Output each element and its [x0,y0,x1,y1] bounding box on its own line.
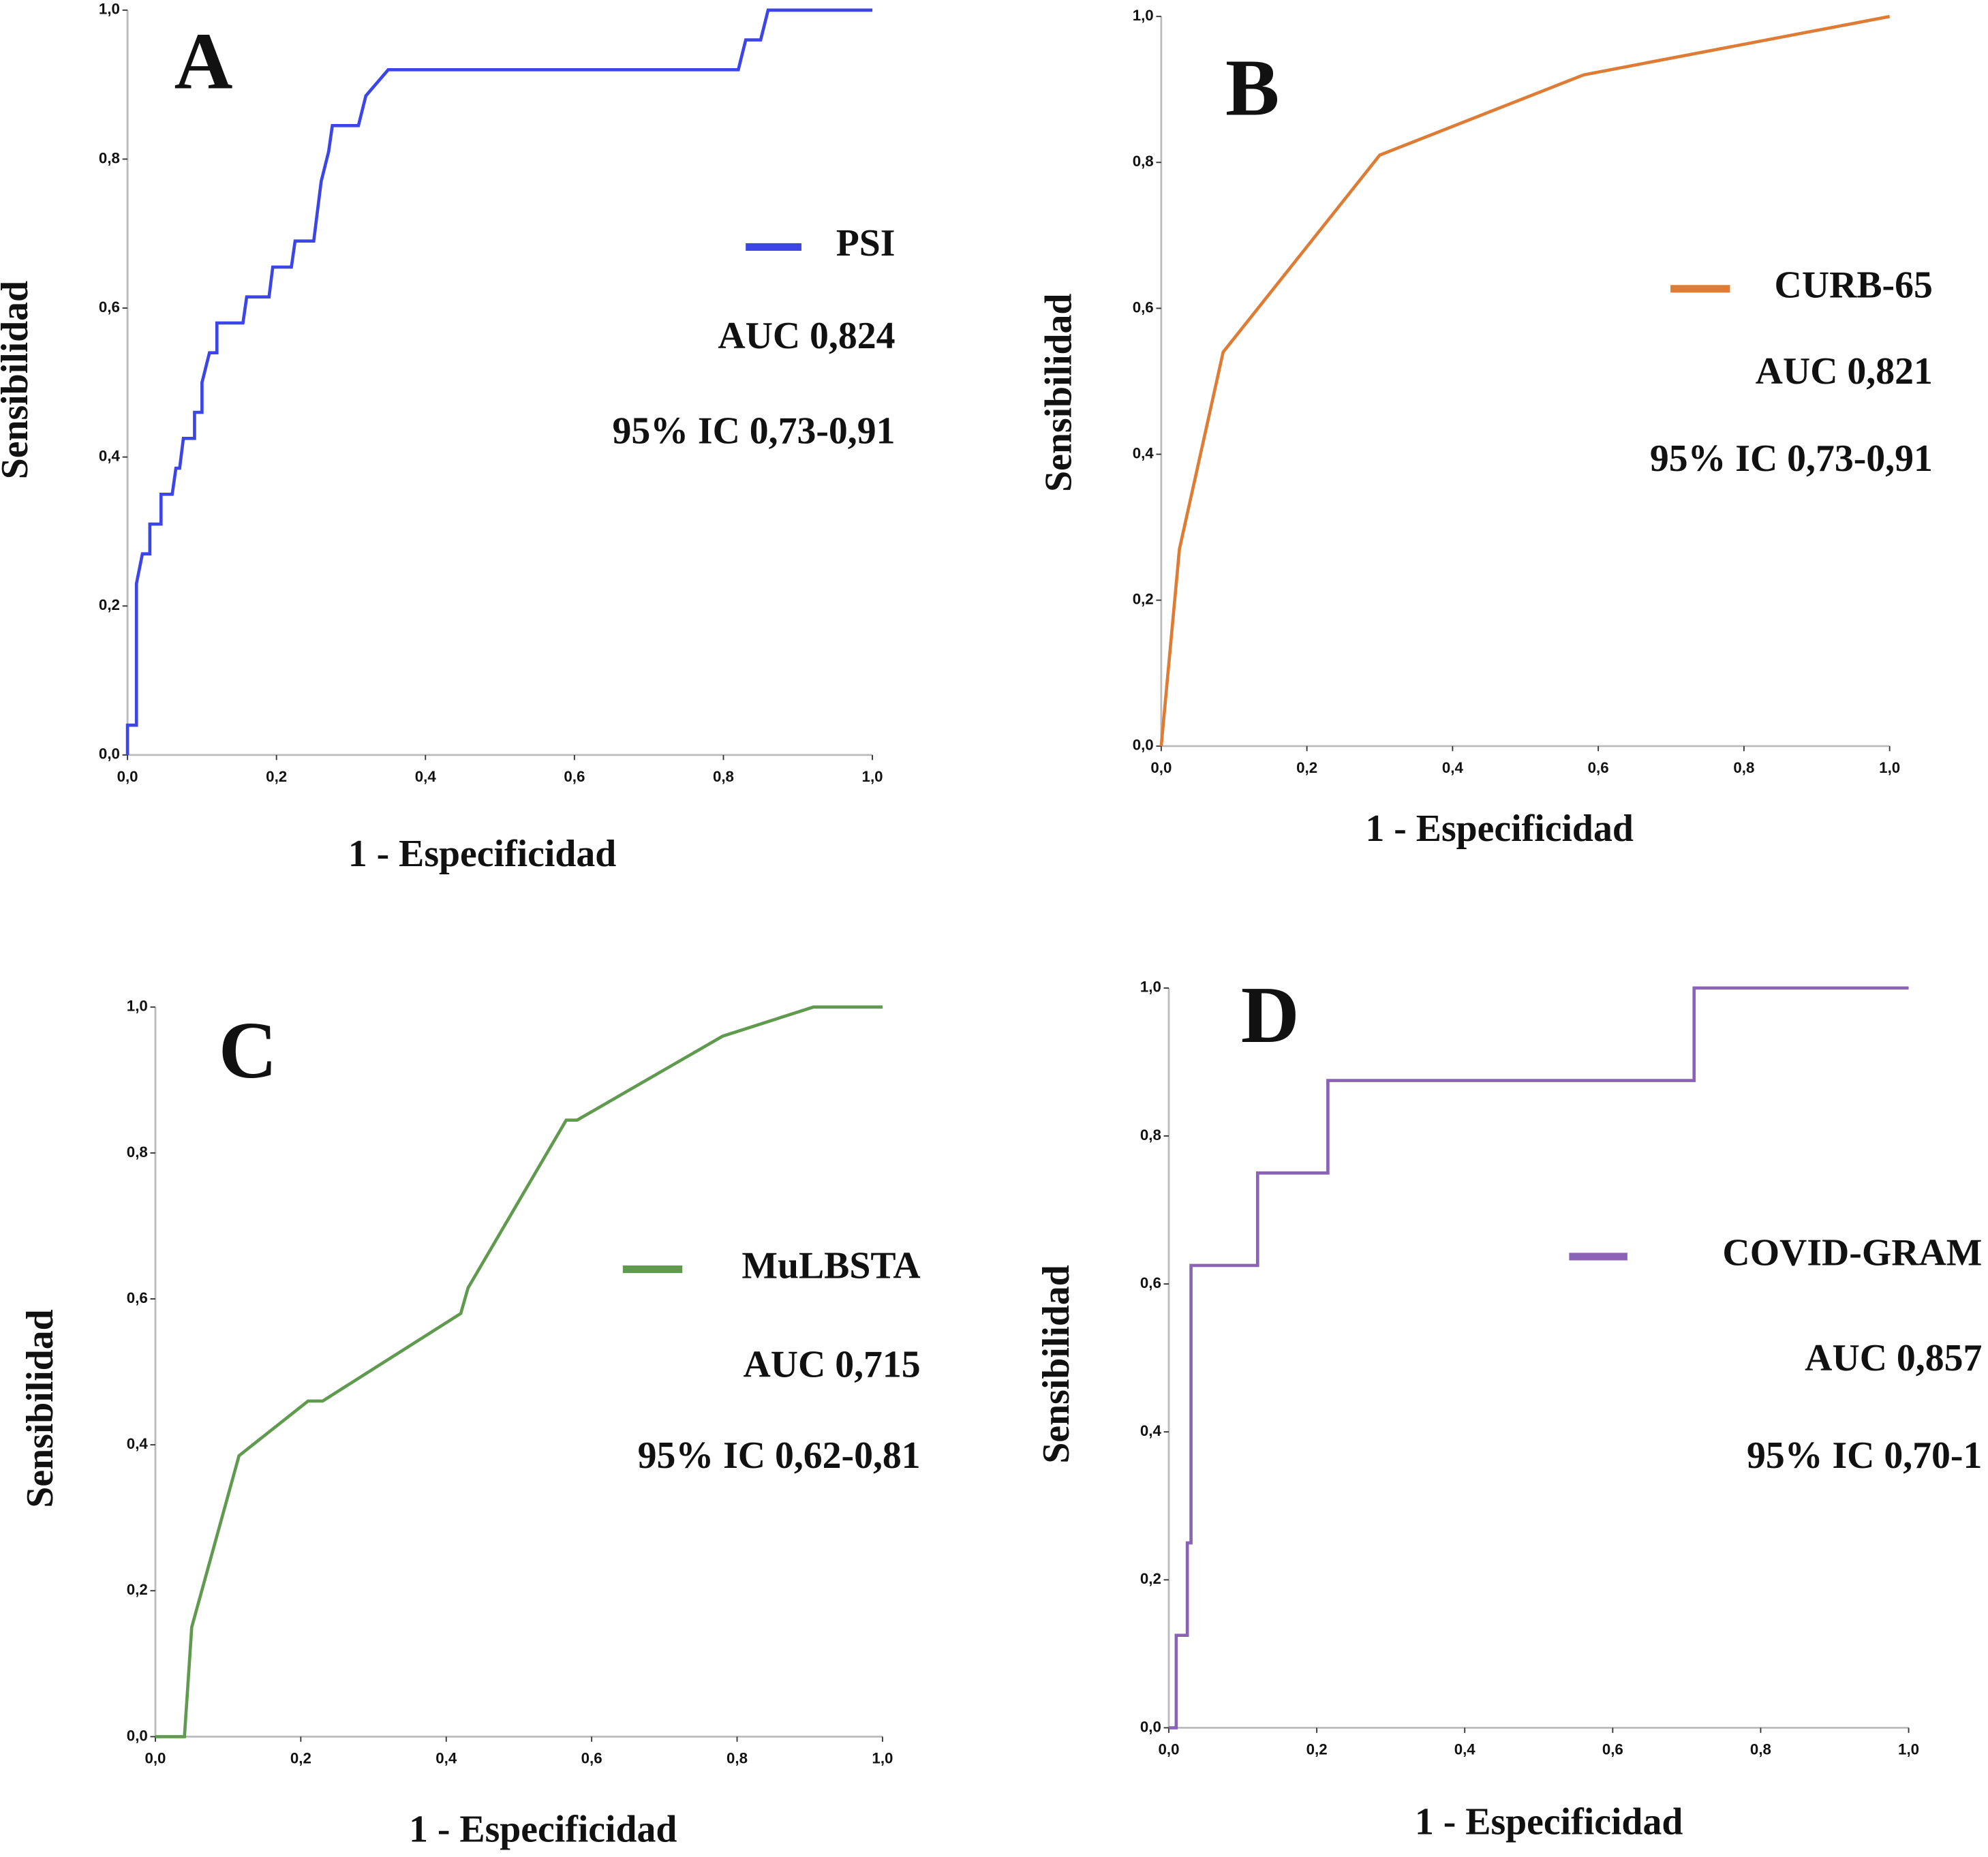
x-axis-title: 1 - Especificidad [1365,808,1633,850]
x-axis-title: 1 - Especificidad [1415,1800,1683,1843]
legend-label: COVID-GRAM [1722,1232,1982,1274]
panel-label: A [174,16,233,106]
annotation: 95% IC 0,73-0,91 [1650,438,1933,480]
x-tick-label: 1,0 [1898,1741,1919,1758]
y-tick-label: 0,8 [99,149,120,166]
y-tick-label: 0,6 [1133,298,1154,316]
annotation: AUC 0,857 [1805,1337,1982,1379]
y-tick-label: 0,2 [1133,591,1154,608]
x-axis-title: 1 - Especificidad [348,833,616,875]
y-tick-label: 0,0 [1133,737,1154,754]
y-tick-label: 0,0 [127,1727,148,1744]
x-tick-label: 0,4 [435,1750,457,1767]
y-tick-label: 1,0 [1140,979,1161,996]
x-tick-label: 0,8 [713,768,734,785]
annotation: 95% IC 0,73-0,91 [612,410,895,452]
y-axis-title: Sensibilidad [19,1309,61,1507]
annotation: 95% IC 0,62-0,81 [638,1434,921,1477]
x-tick-label: 0,6 [581,1750,602,1767]
x-tick-label: 0,8 [1733,759,1754,776]
x-axis-title: 1 - Especificidad [409,1808,677,1850]
legend-label: CURB-65 [1775,264,1933,307]
y-tick-label: 0,6 [99,298,120,316]
x-tick-label: 0,0 [1150,759,1172,776]
x-tick-label: 0,0 [117,768,138,785]
y-axis-title: Sensibilidad [0,281,36,479]
x-tick-label: 1,0 [872,1750,893,1767]
y-tick-label: 1,0 [127,998,148,1015]
y-tick-label: 0,4 [1140,1422,1162,1439]
panel-label: C [219,1005,277,1095]
y-tick-label: 0,6 [1140,1274,1161,1291]
x-tick-label: 0,4 [1454,1741,1476,1758]
legend-label: MuLBSTA [741,1244,920,1287]
x-tick-label: 0,8 [727,1750,748,1767]
y-tick-label: 0,4 [127,1435,149,1452]
y-tick-label: 0,6 [127,1289,148,1306]
x-tick-label: 0,2 [1306,1741,1328,1758]
x-tick-label: 1,0 [1879,759,1900,776]
roc-curve [155,1005,883,1738]
x-tick-label: 0,2 [266,768,287,785]
y-tick-label: 1,0 [1133,7,1154,24]
roc-curve [125,8,873,755]
x-tick-label: 0,0 [144,1750,166,1767]
x-tick-label: 0,6 [1602,1741,1623,1758]
x-tick-label: 0,0 [1159,1741,1180,1758]
y-tick-label: 0,8 [1133,153,1154,170]
y-tick-label: 0,4 [1133,444,1154,461]
legend-label: PSI [836,222,896,264]
x-tick-label: 0,4 [415,768,437,785]
y-tick-label: 0,2 [99,596,120,613]
x-tick-label: 0,6 [1588,759,1609,776]
annotation: AUC 0,821 [1756,350,1933,393]
panel-label: D [1241,970,1300,1060]
y-tick-label: 0,2 [1140,1570,1161,1587]
x-tick-label: 0,6 [564,768,585,785]
roc-curve [1169,986,1909,1730]
annotation: AUC 0,824 [718,315,895,357]
annotation: 95% IC 0,70-1 [1747,1434,1982,1477]
y-tick-label: 0,8 [127,1144,148,1161]
x-tick-label: 0,8 [1750,1741,1771,1758]
y-tick-label: 1,0 [99,1,120,18]
x-tick-label: 0,2 [1296,759,1317,776]
y-tick-label: 0,0 [1140,1718,1161,1735]
annotation: AUC 0,715 [744,1343,921,1385]
panel-label: B [1225,43,1279,133]
roc-curve [1159,14,1891,747]
y-tick-label: 0,2 [127,1581,148,1598]
y-axis-title: Sensibilidad [1035,1265,1077,1463]
y-tick-label: 0,8 [1140,1126,1161,1144]
x-tick-label: 0,4 [1442,759,1464,776]
y-tick-label: 0,4 [99,448,121,465]
x-tick-label: 0,2 [290,1750,311,1767]
x-tick-label: 1,0 [862,768,883,785]
y-axis-title: Sensibilidad [1038,294,1080,492]
y-tick-label: 0,0 [99,746,120,763]
